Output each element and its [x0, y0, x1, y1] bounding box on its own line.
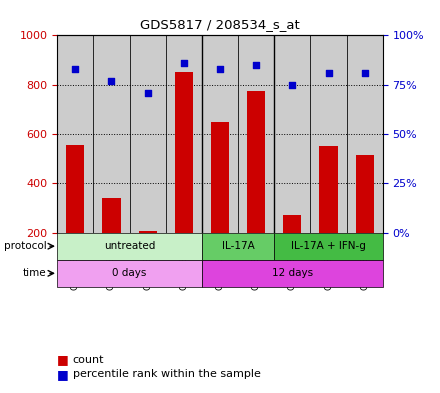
Bar	[57, 260, 202, 287]
Bar	[175, 72, 193, 233]
Bar	[311, 35, 347, 233]
Bar	[93, 35, 129, 233]
Point	[180, 60, 187, 66]
Bar	[57, 233, 202, 260]
Point	[144, 90, 151, 96]
Point	[72, 66, 79, 72]
Bar	[202, 35, 238, 233]
Bar	[356, 155, 374, 233]
Text: count: count	[73, 354, 104, 365]
Text: ■: ■	[57, 367, 69, 381]
Text: IL-17A: IL-17A	[222, 241, 254, 251]
Bar	[247, 91, 265, 233]
Bar	[139, 231, 157, 233]
Text: percentile rank within the sample: percentile rank within the sample	[73, 369, 260, 379]
Bar	[211, 122, 229, 233]
Text: ■: ■	[57, 353, 69, 366]
Text: time: time	[23, 268, 46, 278]
Text: protocol: protocol	[4, 241, 46, 251]
Text: 12 days: 12 days	[272, 268, 313, 278]
Text: 0 days: 0 days	[112, 268, 147, 278]
Bar	[57, 35, 93, 233]
Bar	[274, 35, 311, 233]
Bar	[283, 215, 301, 233]
Point	[253, 62, 260, 68]
Bar	[202, 233, 274, 260]
Point	[361, 70, 368, 76]
Bar	[347, 35, 383, 233]
Text: GDS5817 / 208534_s_at: GDS5817 / 208534_s_at	[140, 18, 300, 31]
Point	[108, 77, 115, 84]
Bar	[202, 260, 383, 287]
Text: IL-17A + IFN-g: IL-17A + IFN-g	[291, 241, 366, 251]
Bar	[274, 233, 383, 260]
Bar	[103, 198, 121, 233]
Point	[325, 70, 332, 76]
Text: untreated: untreated	[104, 241, 155, 251]
Point	[289, 81, 296, 88]
Bar	[166, 35, 202, 233]
Bar	[66, 145, 84, 233]
Bar	[319, 146, 337, 233]
Bar	[238, 35, 274, 233]
Point	[216, 66, 224, 72]
Bar	[129, 35, 166, 233]
